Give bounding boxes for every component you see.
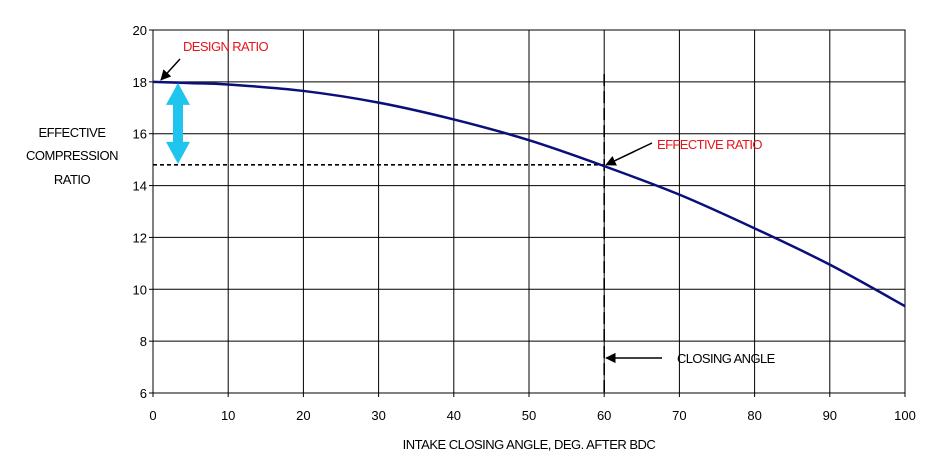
- double-arrow-icon: [166, 82, 190, 164]
- x-tick-label: 0: [149, 408, 156, 423]
- y-axis-title-line-2: COMPRESSION: [26, 148, 118, 163]
- series-line: [152, 80, 906, 308]
- closing-angle-label: CLOSING ANGLE: [677, 351, 776, 366]
- x-tick-label: 50: [522, 408, 536, 423]
- y-tick-label: 8: [140, 334, 147, 349]
- y-axis-title-line-1: EFFECTIVE: [38, 125, 106, 140]
- grid: [152, 29, 906, 394]
- y-axis-title-line-3: RATIO: [54, 172, 91, 187]
- y-tick-label: 10: [133, 282, 147, 297]
- x-axis: 0 10 20 30 40 50 60 70 80 90 100: [149, 393, 916, 423]
- x-tick-label: 80: [747, 408, 761, 423]
- x-axis-title: INTAKE CLOSING ANGLE, DEG. AFTER BDC: [403, 437, 656, 452]
- x-tick-label: 30: [371, 408, 385, 423]
- design-ratio-label: DESIGN RATIO: [183, 39, 269, 54]
- y-tick-label: 6: [140, 386, 147, 401]
- y-tick-label: 12: [133, 230, 147, 245]
- x-tick-label: 60: [597, 408, 611, 423]
- design-ratio-arrow-icon: [160, 58, 181, 81]
- x-tick-label: 90: [823, 408, 837, 423]
- x-tick-label: 100: [894, 408, 916, 423]
- y-tick-label: 16: [133, 127, 147, 142]
- x-tick-label: 20: [296, 408, 310, 423]
- x-tick-label: 40: [447, 408, 461, 423]
- effective-ratio-label: EFFECTIVE RATIO: [657, 137, 762, 152]
- x-tick-label: 10: [221, 408, 235, 423]
- x-tick-label: 70: [672, 408, 686, 423]
- y-tick-label: 20: [133, 23, 147, 38]
- y-tick-label: 14: [133, 179, 147, 194]
- effective-ratio-arrow-icon: [605, 142, 653, 166]
- y-tick-label: 18: [133, 75, 147, 90]
- y-axis: 6 8 10 12 14 16 18 20: [133, 23, 153, 401]
